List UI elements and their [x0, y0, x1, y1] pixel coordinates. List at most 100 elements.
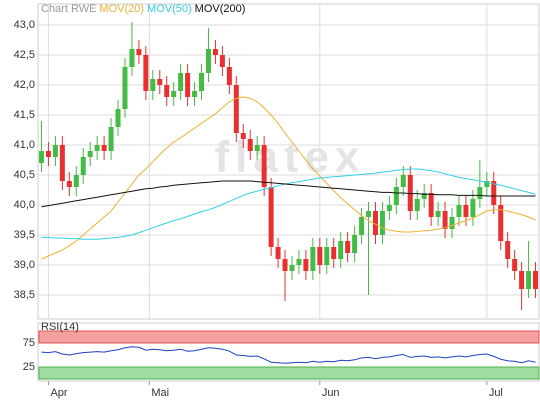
candle-body — [233, 85, 239, 133]
candle-body — [122, 67, 128, 109]
candle-body — [247, 139, 253, 151]
candle-body — [129, 49, 135, 67]
candle-body — [59, 145, 65, 181]
candle-body — [533, 271, 539, 289]
x-tick-label: Jun — [322, 387, 340, 399]
rsi-title: RSI(14) — [41, 321, 79, 333]
x-tick-label: Jul — [489, 387, 503, 399]
candle-body — [372, 211, 378, 235]
candle-body — [73, 175, 79, 187]
candle-body — [115, 109, 121, 127]
candle-body — [449, 217, 455, 229]
candle-body — [498, 205, 504, 241]
y-tick-label: 40,5 — [14, 169, 35, 181]
candle-body — [484, 181, 490, 187]
legend-title: Chart RWE — [41, 3, 96, 15]
candle-body — [456, 205, 462, 217]
candle-body — [157, 79, 163, 85]
candle-body — [296, 259, 302, 265]
oversold-band — [38, 366, 540, 380]
candle-body — [470, 199, 476, 217]
candle-body — [52, 145, 58, 157]
candle-body — [338, 241, 344, 259]
y-tick-label: 38,5 — [14, 289, 35, 301]
y-tick-label: 40,0 — [14, 199, 35, 211]
candle-body — [512, 259, 518, 271]
candle-body — [87, 151, 93, 157]
legend-entry: MOV(200) — [195, 3, 246, 15]
candle-body — [379, 211, 385, 235]
candle-body — [185, 73, 191, 97]
legend-entry: MOV(50) — [147, 3, 192, 15]
candle-body — [526, 271, 532, 289]
x-tick-label: Mai — [151, 387, 169, 399]
candle-body — [240, 133, 246, 139]
candle-body — [136, 49, 142, 55]
candle-body — [366, 211, 372, 217]
candle-body — [219, 55, 225, 67]
y-tick-label: 75 — [23, 337, 35, 349]
y-tick-label: 42,0 — [14, 79, 35, 91]
moving-average-line — [41, 168, 536, 240]
candle-body — [171, 91, 177, 97]
rsi-line — [41, 346, 536, 364]
candle-body — [442, 211, 448, 229]
candle-body — [80, 157, 86, 175]
candle-body — [435, 211, 441, 217]
y-tick-label: 39,0 — [14, 259, 35, 271]
candle-body — [205, 49, 211, 73]
candle-body — [421, 193, 427, 199]
candle-body — [38, 151, 44, 163]
candle-body — [331, 247, 337, 259]
candle-body — [192, 91, 198, 97]
candle-body — [359, 217, 365, 235]
candle-body — [282, 259, 288, 271]
y-tick-label: 41,0 — [14, 139, 35, 151]
moving-average-line — [41, 96, 536, 260]
candle-body — [310, 247, 316, 271]
main-plot-frame — [37, 3, 540, 320]
legend-entry: MOV(20) — [99, 3, 144, 15]
candle-body — [66, 181, 72, 187]
watermark: flatex — [215, 133, 366, 182]
y-tick-label: 41,5 — [14, 109, 35, 121]
candle-body — [386, 205, 392, 211]
y-tick-label: 25 — [23, 361, 35, 373]
candle-body — [212, 49, 218, 55]
candle-body — [45, 151, 51, 157]
candle-body — [289, 265, 295, 271]
candle-body — [226, 67, 232, 85]
candle-body — [178, 73, 184, 91]
candle-body — [268, 187, 274, 247]
x-tick-label: Apr — [50, 387, 67, 399]
candle-body — [463, 205, 469, 217]
candle-body — [505, 241, 511, 259]
candle-body — [414, 199, 420, 211]
overbought-band — [38, 330, 540, 344]
candle-body — [345, 241, 351, 253]
candle-body — [303, 259, 309, 271]
candle-body — [477, 187, 483, 199]
y-tick-label: 39,5 — [14, 229, 35, 241]
candle-body — [407, 175, 413, 211]
candle-body — [199, 73, 205, 91]
candle-body — [150, 79, 156, 91]
candle-body — [393, 187, 399, 205]
candle-body — [254, 145, 260, 151]
candle-body — [275, 247, 281, 259]
candle-body — [317, 247, 323, 265]
candle-body — [261, 145, 267, 187]
moving-average-line — [41, 180, 536, 208]
y-tick-label: 42,5 — [14, 49, 35, 61]
candle-body — [101, 145, 107, 151]
candle-body — [94, 145, 100, 151]
y-tick-label: 43,0 — [14, 19, 35, 31]
candle-body — [324, 247, 330, 265]
candle-body — [491, 181, 497, 205]
candle-body — [400, 175, 406, 187]
candle-body — [519, 271, 525, 289]
candle-body — [143, 55, 149, 91]
candle-body — [164, 85, 170, 97]
